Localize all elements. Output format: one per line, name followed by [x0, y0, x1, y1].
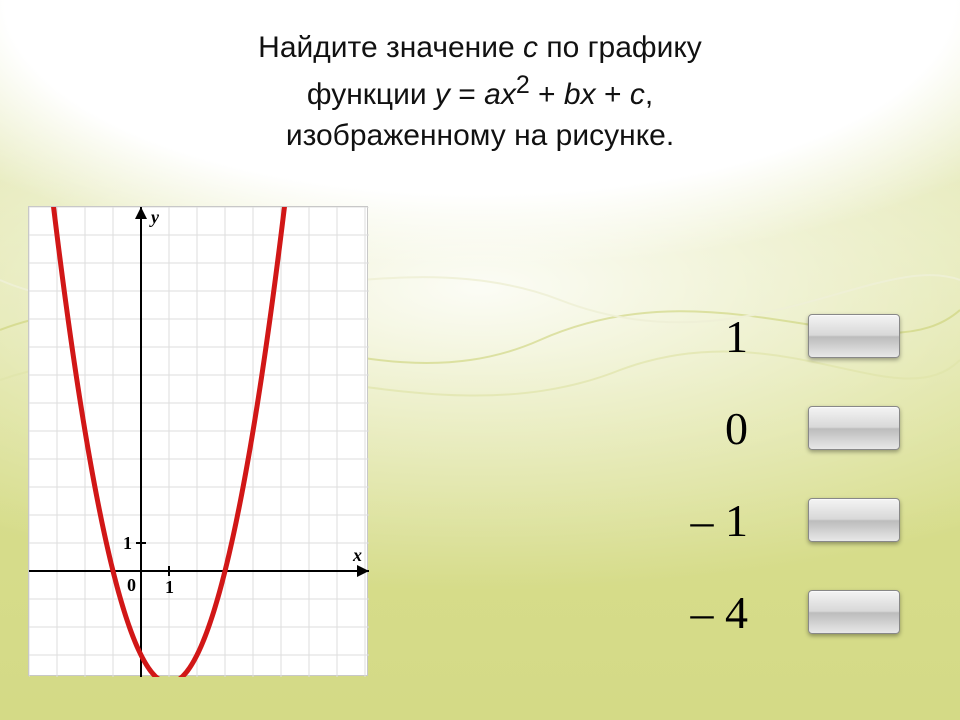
- q2-c: c: [630, 78, 645, 111]
- answer-row: 1: [560, 290, 900, 382]
- answer-button-4[interactable]: [808, 590, 900, 634]
- answer-row: – 1: [560, 474, 900, 566]
- q2-b: b: [564, 78, 581, 111]
- svg-text:y: y: [149, 207, 160, 227]
- answer-label: – 4: [668, 586, 748, 639]
- answer-row: – 4: [560, 566, 900, 658]
- answer-label: 0: [668, 402, 748, 455]
- slide: Найдите значение c по графику функции y …: [0, 0, 960, 720]
- answer-button-2[interactable]: [808, 406, 900, 450]
- q2-a: a: [484, 78, 501, 111]
- svg-text:0: 0: [127, 575, 136, 595]
- svg-text:1: 1: [165, 577, 174, 597]
- q2-y: y: [435, 78, 450, 111]
- q2-p2: +: [596, 78, 630, 111]
- q1-pre: Найдите значение: [258, 31, 523, 64]
- q2-x: x: [501, 78, 516, 111]
- question-line-1: Найдите значение c по графику: [120, 28, 840, 67]
- q2-eq: =: [450, 78, 484, 111]
- svg-text:x: x: [352, 545, 362, 565]
- chart-container: y x 0 1 1: [28, 206, 368, 676]
- answer-label: 1: [668, 310, 748, 363]
- question-text: Найдите значение c по графику функции y …: [120, 28, 840, 155]
- question-line-3: изображенному на рисунке.: [120, 116, 840, 155]
- answer-row: 0: [560, 382, 900, 474]
- answer-button-3[interactable]: [808, 498, 900, 542]
- q2-pre: функции: [307, 78, 435, 111]
- q1-post: по графику: [538, 31, 702, 64]
- answer-button-1[interactable]: [808, 314, 900, 358]
- parabola-chart: y x 0 1 1: [29, 207, 369, 677]
- q2-sq: 2: [516, 71, 530, 99]
- answer-label: – 1: [668, 494, 748, 547]
- q2-x2: x: [581, 78, 596, 111]
- q2-p1: +: [530, 78, 564, 111]
- q1-var-c: c: [523, 31, 538, 64]
- question-line-2: функции y = ax2 + bx + c,: [120, 69, 840, 114]
- svg-text:1: 1: [123, 533, 132, 553]
- answer-list: 1 0 – 1 – 4: [560, 290, 900, 658]
- q2-comma: ,: [645, 78, 653, 111]
